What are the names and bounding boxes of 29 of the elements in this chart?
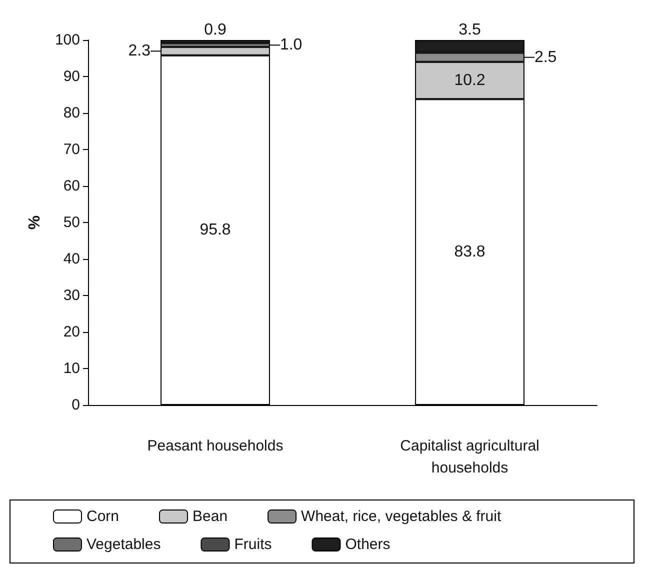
data-label: 83.8 bbox=[454, 244, 486, 261]
y-tick-label: 70 bbox=[63, 141, 80, 158]
data-label: 10.2 bbox=[454, 72, 486, 90]
y-tick-label: 50 bbox=[63, 214, 80, 231]
x-tick-label: Peasant households bbox=[147, 438, 284, 454]
legend-label: Corn bbox=[86, 508, 120, 525]
y-tick-label: 10 bbox=[63, 360, 80, 377]
y-tick-label: 40 bbox=[63, 250, 80, 268]
y-tick-label: 60 bbox=[63, 178, 80, 194]
data-label: 0.9 bbox=[204, 22, 226, 38]
legend-label: Vegetables bbox=[86, 536, 161, 553]
legend-label: Fruits bbox=[234, 536, 272, 553]
legend-label: Bean bbox=[192, 508, 228, 525]
y-tick-label: 0 bbox=[72, 396, 80, 414]
legend-label: Others bbox=[345, 536, 390, 553]
y-tick-label: 30 bbox=[63, 287, 80, 304]
y-tick-label: 20 bbox=[63, 324, 80, 340]
data-label: 3.5 bbox=[458, 22, 481, 38]
bar bbox=[160, 40, 270, 44]
y-tick-label: 100 bbox=[54, 32, 80, 48]
y-tick-label: 90 bbox=[63, 68, 80, 85]
data-label: 1.0 bbox=[280, 36, 302, 54]
data-label: 2.5 bbox=[534, 48, 557, 66]
y-tick-label: 80 bbox=[63, 104, 80, 122]
legend-label: Wheat, rice, vegetables & fruit bbox=[301, 508, 502, 525]
x-tick-label: Capitalist agricultural households bbox=[400, 438, 540, 476]
data-label: 95.8 bbox=[200, 222, 231, 239]
y-axis-title: % bbox=[26, 215, 44, 230]
data-label: 2.3 bbox=[128, 42, 151, 60]
